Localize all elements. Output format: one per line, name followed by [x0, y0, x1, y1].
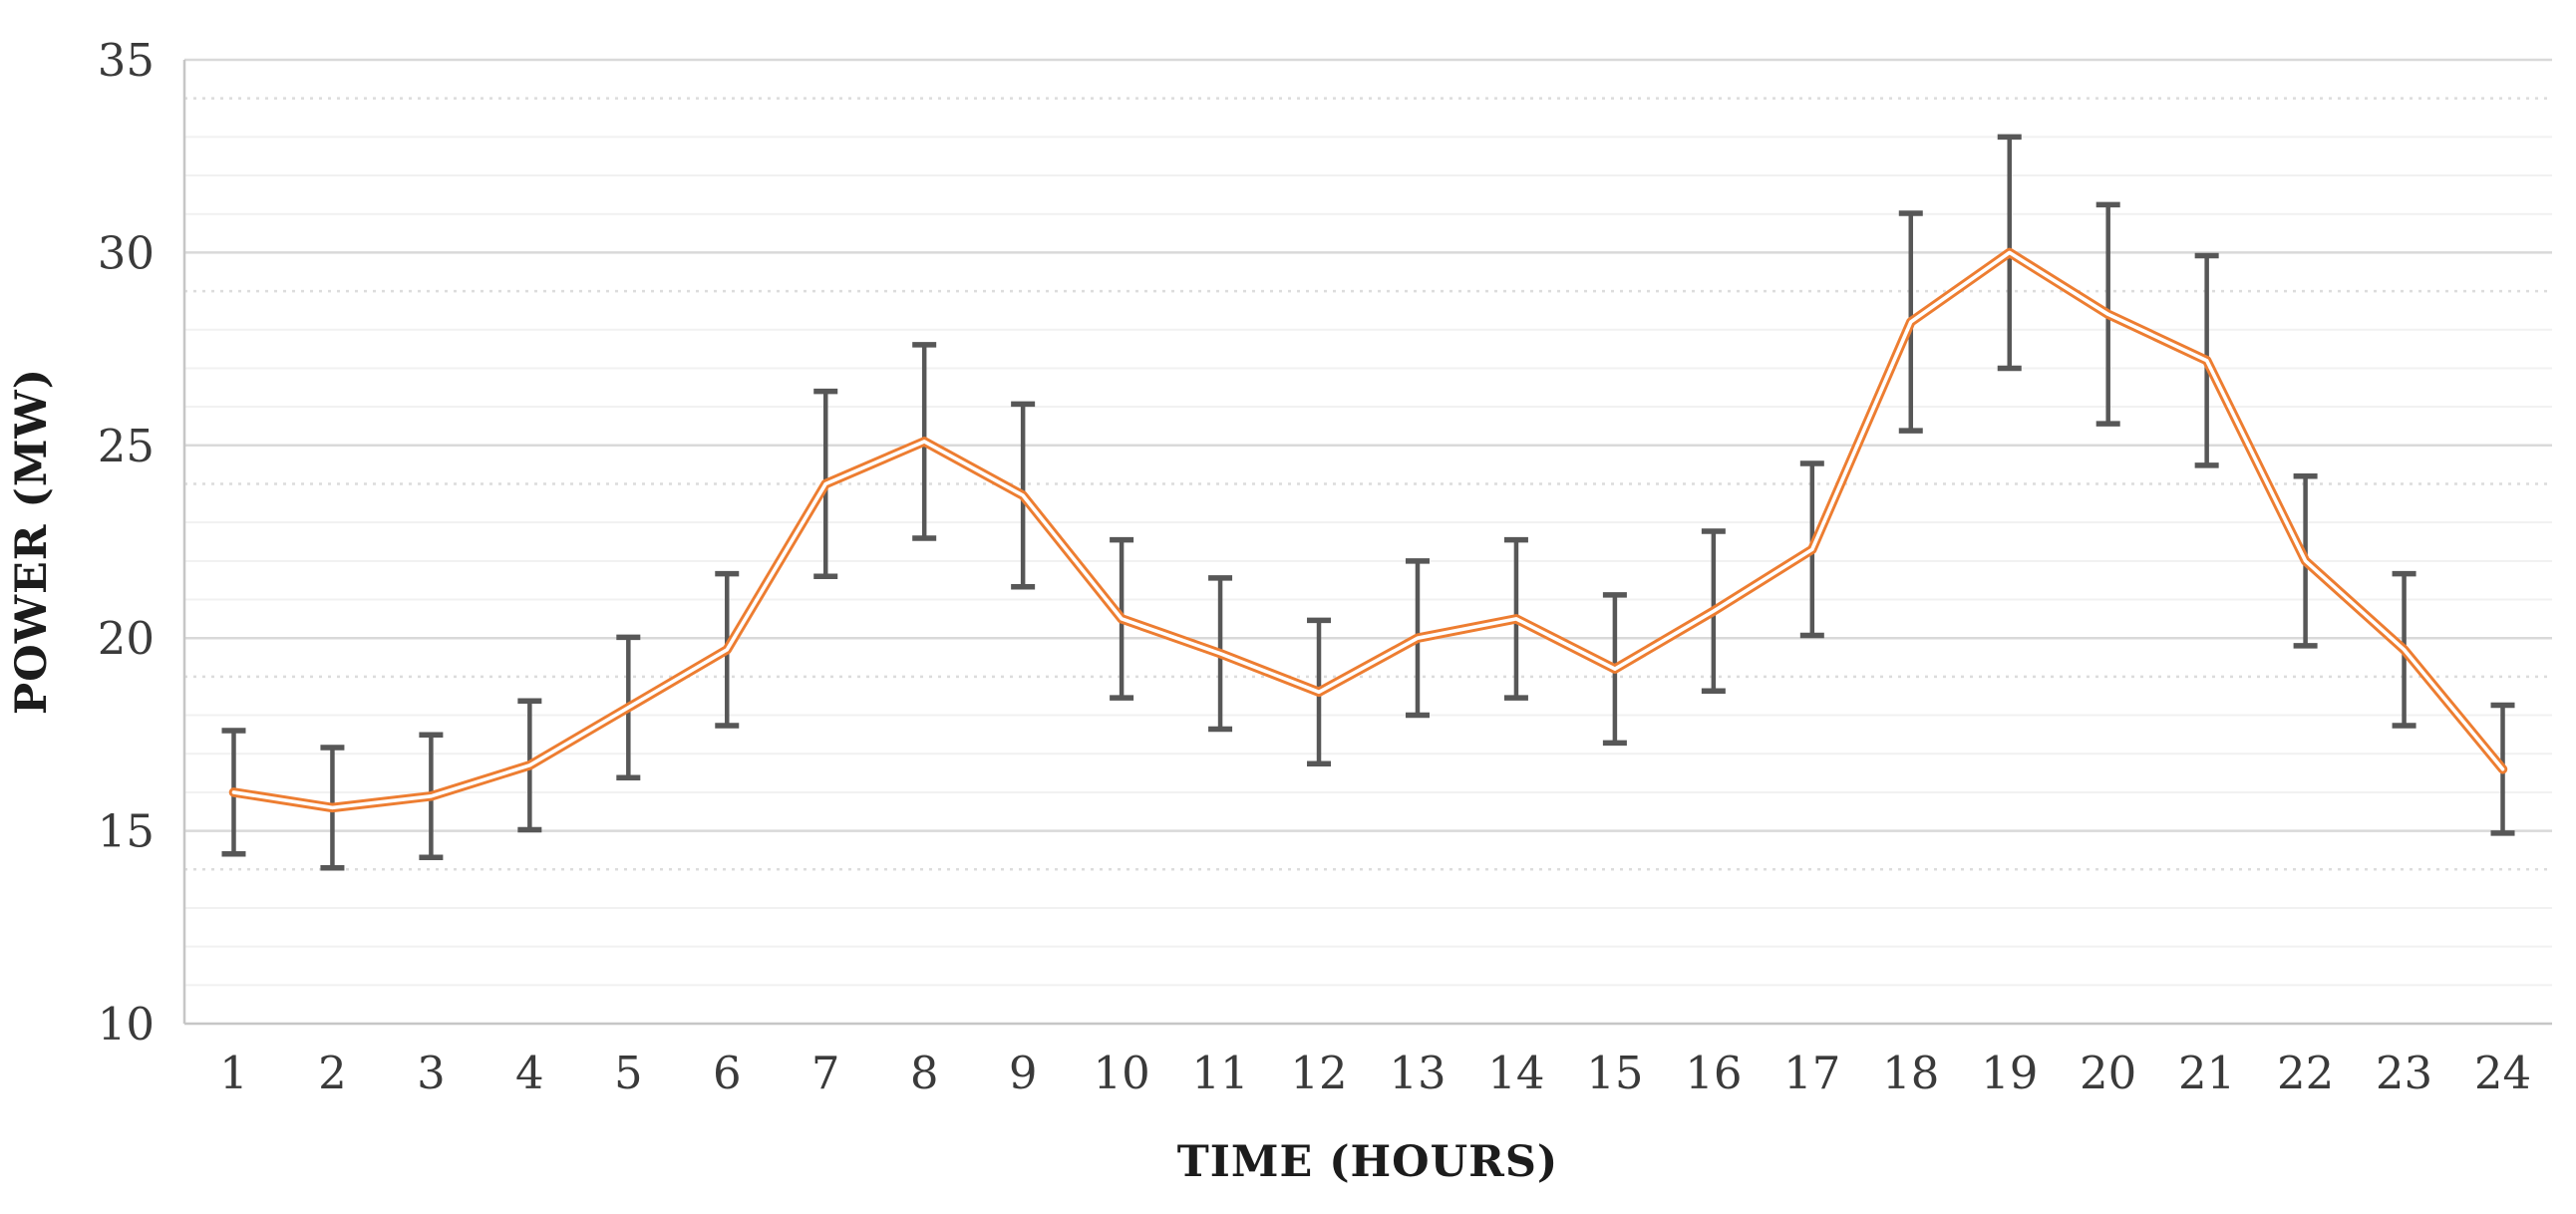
x-tick-label-6: 6 — [713, 1047, 742, 1099]
x-tick-label-12: 12 — [1290, 1047, 1347, 1099]
gridlines-minor — [184, 97, 2552, 987]
y-tick-label-35: 35 — [98, 34, 155, 87]
x-axis-title: TIME (HOURS) — [1177, 1137, 1559, 1187]
x-axis-tick-labels: 1 2 3 4 5 6 7 8 9 10 11 12 13 14 15 16 17 18 19 20 21 22 23 24 — [219, 1047, 2531, 1099]
x-tick-label-8: 8 — [910, 1047, 939, 1099]
gridlines-major — [184, 58, 2552, 832]
series-line-core — [231, 250, 2505, 810]
x-tick-label-5: 5 — [614, 1047, 643, 1099]
x-tick-label-13: 13 — [1389, 1047, 1446, 1099]
x-tick-label-21: 21 — [2178, 1047, 2235, 1099]
x-tick-label-4: 4 — [515, 1047, 544, 1099]
y-tick-label-30: 30 — [98, 226, 155, 279]
y-tick-label-25: 25 — [98, 420, 155, 472]
x-tick-label-16: 16 — [1685, 1047, 1742, 1099]
y-tick-label-20: 20 — [98, 612, 155, 665]
x-tick-label-3: 3 — [417, 1047, 446, 1099]
x-tick-label-24: 24 — [2474, 1047, 2531, 1099]
x-tick-label-20: 20 — [2080, 1047, 2136, 1099]
axis-lines — [182, 60, 2552, 1026]
series-line-group — [228, 247, 2508, 813]
y-axis-tick-labels: 10 15 20 25 30 35 — [98, 34, 155, 1051]
x-tick-label-15: 15 — [1586, 1047, 1643, 1099]
x-tick-label-2: 2 — [318, 1047, 347, 1099]
y-tick-label-15: 15 — [98, 805, 155, 858]
y-tick-label-10: 10 — [98, 998, 155, 1051]
x-tick-label-19: 19 — [1981, 1047, 2038, 1099]
x-tick-label-11: 11 — [1191, 1047, 1248, 1099]
x-tick-label-1: 1 — [219, 1047, 248, 1099]
x-tick-label-18: 18 — [1882, 1047, 1939, 1099]
x-tick-label-22: 22 — [2277, 1047, 2334, 1099]
x-tick-label-23: 23 — [2376, 1047, 2432, 1099]
x-tick-label-10: 10 — [1093, 1047, 1149, 1099]
x-tick-label-9: 9 — [1009, 1047, 1038, 1099]
y-axis-title: POWER (MW) — [7, 368, 57, 715]
x-tick-label-14: 14 — [1487, 1047, 1544, 1099]
error-bars — [221, 134, 2515, 871]
series-line-outer — [228, 247, 2508, 813]
x-tick-label-7: 7 — [811, 1047, 840, 1099]
x-tick-label-17: 17 — [1783, 1047, 1840, 1099]
